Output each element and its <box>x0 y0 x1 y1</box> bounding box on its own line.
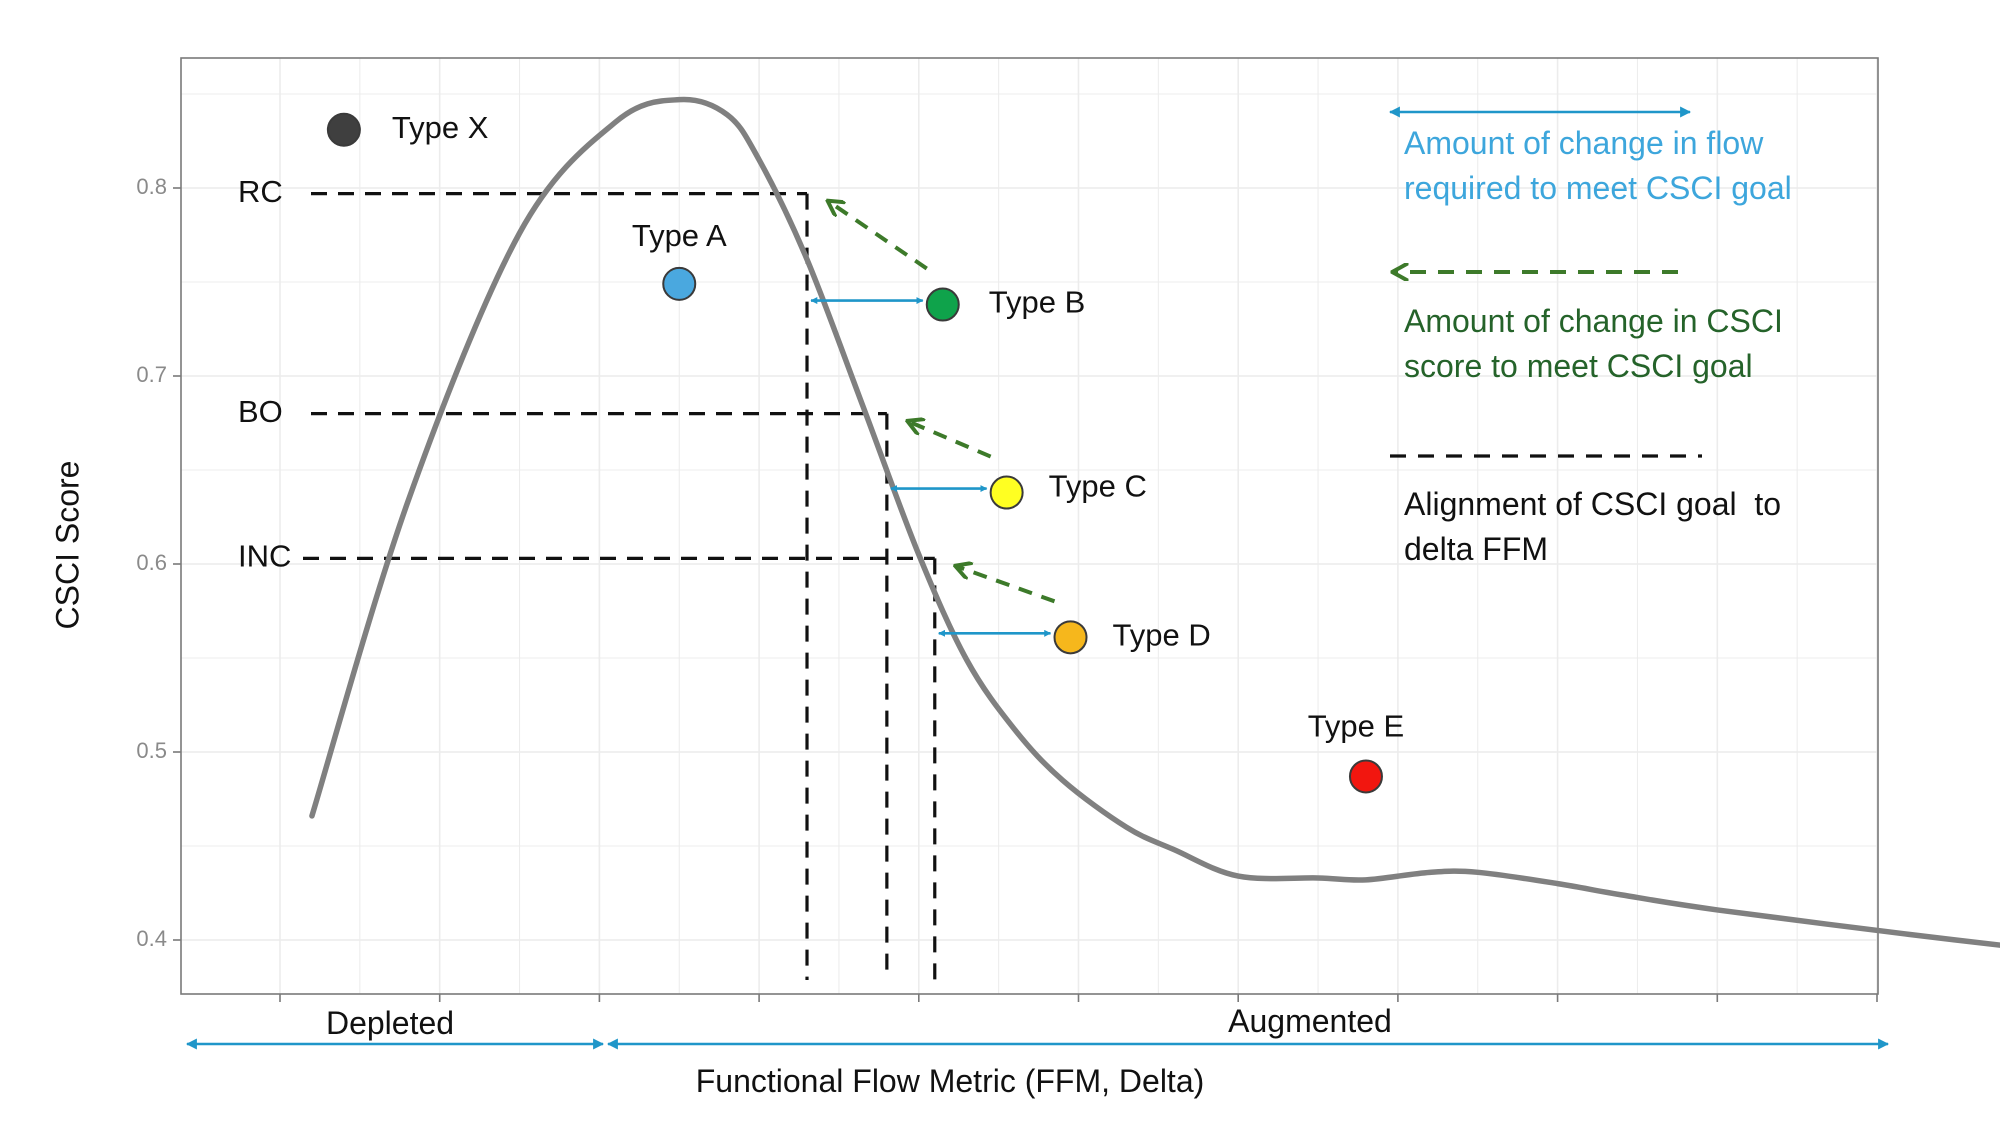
region-brackets: Depleted Augmented <box>185 1003 1890 1050</box>
y-axis-title: CSCI Score <box>49 461 85 630</box>
point-label-type-d: Type D <box>1113 618 1211 653</box>
point-label-type-e: Type E <box>1308 709 1405 744</box>
legend-flow-text-line1: Amount of change in flow <box>1404 125 1764 161</box>
point-type-e <box>1348 759 1383 794</box>
type-points: Type X Type A Type B Type C Type D Type E <box>326 110 1405 794</box>
legend: Amount of change in flow required to mee… <box>1388 106 1792 567</box>
csci-curve <box>309 96 2000 948</box>
legend-alignment-text-line1: Alignment of CSCI goal to <box>1404 486 1781 522</box>
region-label-depleted: Depleted <box>326 1005 454 1041</box>
y-tick-label: 0.6 <box>136 550 167 575</box>
legend-alignment-text-line2: delta FFM <box>1404 531 1548 567</box>
grid-lines <box>181 58 1878 994</box>
reference-lines: RC BO INC <box>238 174 937 980</box>
point-type-d <box>1053 620 1088 655</box>
legend-score-text-line2: score to meet CSCI goal <box>1404 348 1753 384</box>
score-change-arrow <box>957 566 1056 604</box>
score-change-arrow <box>829 202 928 271</box>
region-label-augmented: Augmented <box>1228 1003 1392 1039</box>
legend-flow-text-line2: required to meet CSCI goal <box>1404 170 1792 206</box>
ref-label-bo: BO <box>238 394 283 429</box>
y-tick-label: 0.7 <box>136 362 167 387</box>
point-label-type-b: Type B <box>989 285 1086 320</box>
y-tick-label: 0.5 <box>136 738 167 763</box>
point-type-a <box>662 266 697 301</box>
point-label-type-c: Type C <box>1049 469 1147 504</box>
point-label-type-x: Type X <box>392 110 489 145</box>
point-type-x <box>326 112 361 147</box>
x-axis-ticks <box>279 994 1878 1002</box>
change-arrows <box>810 202 1056 637</box>
y-tick-label: 0.4 <box>136 926 167 951</box>
score-change-arrow <box>909 422 992 459</box>
point-type-b <box>925 287 960 322</box>
plot-panel <box>180 57 1879 995</box>
point-type-c <box>989 475 1024 510</box>
y-tick-label: 0.8 <box>136 174 167 199</box>
y-axis-ticks: 0.4 0.5 0.6 0.7 0.8 <box>136 174 181 951</box>
ref-label-rc: RC <box>238 174 283 209</box>
legend-score-text-line1: Amount of change in CSCI <box>1404 303 1783 339</box>
point-label-type-a: Type A <box>632 218 727 253</box>
x-axis-title: Functional Flow Metric (FFM, Delta) <box>696 1063 1205 1099</box>
ref-label-inc: INC <box>238 539 291 574</box>
